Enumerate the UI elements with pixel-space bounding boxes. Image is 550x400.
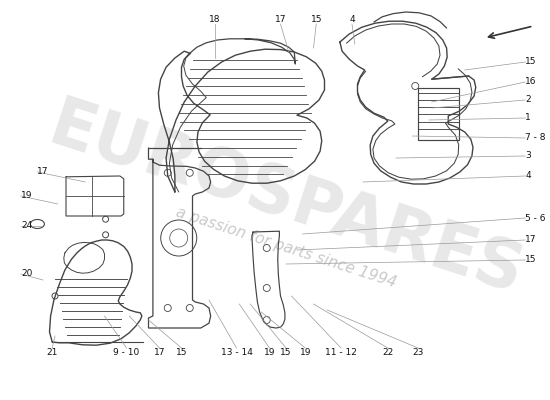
Text: 4: 4 (349, 15, 355, 24)
Text: 1: 1 (525, 114, 531, 122)
Text: 13 - 14: 13 - 14 (221, 348, 252, 357)
Text: 15: 15 (525, 256, 537, 264)
Text: 7 - 8: 7 - 8 (525, 134, 546, 142)
Text: 17: 17 (154, 348, 165, 357)
Text: 16: 16 (525, 78, 537, 86)
Text: 18: 18 (209, 15, 220, 24)
Text: 2: 2 (525, 96, 531, 104)
Text: 15: 15 (280, 348, 292, 357)
Text: 19: 19 (300, 348, 311, 357)
Text: 19: 19 (264, 348, 275, 357)
Text: 5 - 6: 5 - 6 (525, 214, 546, 222)
Text: 19: 19 (21, 192, 32, 200)
Text: 4: 4 (525, 172, 531, 180)
Text: 17: 17 (37, 168, 49, 176)
Text: 20: 20 (21, 270, 32, 278)
Bar (418, 88, 459, 140)
Text: 21: 21 (47, 348, 58, 357)
Text: 24: 24 (21, 222, 32, 230)
Text: 22: 22 (382, 348, 393, 357)
Text: 17: 17 (275, 15, 286, 24)
Text: 15: 15 (176, 348, 187, 357)
Text: 9 - 10: 9 - 10 (113, 348, 140, 357)
Text: 3: 3 (525, 152, 531, 160)
Text: 17: 17 (525, 236, 537, 244)
Text: 11 - 12: 11 - 12 (325, 348, 357, 357)
Text: 15: 15 (311, 15, 322, 24)
Text: EUROSPARES: EUROSPARES (41, 92, 531, 308)
Text: 15: 15 (525, 58, 537, 66)
Text: a passion for parts since 1994: a passion for parts since 1994 (174, 205, 398, 291)
Text: 23: 23 (412, 348, 424, 357)
